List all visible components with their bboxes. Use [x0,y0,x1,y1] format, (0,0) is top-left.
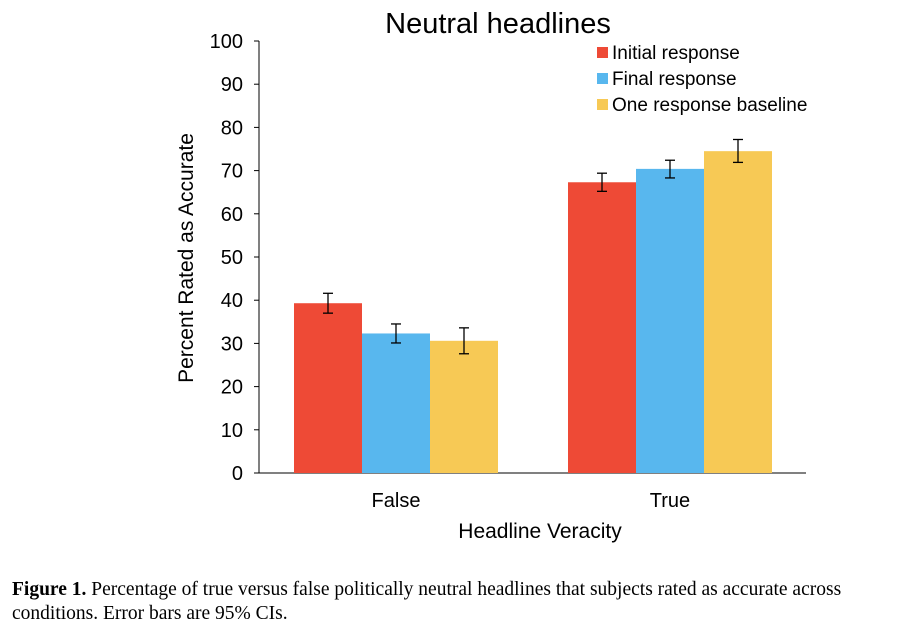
y-tick-label: 100 [210,31,243,53]
y-tick-label: 60 [221,204,243,226]
figure-label: Figure 1. [12,579,87,600]
legend-label: Initial response [612,43,740,64]
x-tick-label: False [372,490,421,512]
x-tick-label: True [650,490,690,512]
legend: Initial response Final response One respon… [597,43,807,116]
y-tick-label: 90 [221,74,243,96]
y-tick-label: 20 [221,377,243,399]
y-tick-label: 80 [221,117,243,139]
bar [294,303,362,473]
caption-text: Percentage of true versus false politica… [12,579,842,624]
plot-area: 0 10 20 30 40 50 60 70 80 90 100 False True [210,31,806,512]
y-tick-label: 40 [221,290,243,312]
y-tick-label: 70 [221,161,243,183]
bar [430,340,498,473]
bar [362,333,430,473]
y-tick-label: 0 [232,463,243,485]
bar [568,182,636,473]
legend-swatch [597,73,608,84]
figure-caption: Figure 1. Percentage of true versus fals… [12,578,892,626]
y-tick-label: 10 [221,420,243,442]
y-tick-label: 30 [221,333,243,355]
x-axis-label: Headline Veracity [458,520,622,543]
legend-swatch [597,47,608,58]
y-tick-label: 50 [221,247,243,269]
bar [636,168,704,473]
chart-title: Neutral headlines [385,8,611,40]
bar [704,151,772,473]
legend-label: One response baseline [612,95,807,116]
bar-chart: Neutral headlines 0 10 20 30 40 50 60 70 80 90 100… [175,8,807,543]
legend-label: Final response [612,69,737,90]
y-axis-label: Percent Rated as Accurate [175,133,198,383]
legend-swatch [597,99,608,110]
